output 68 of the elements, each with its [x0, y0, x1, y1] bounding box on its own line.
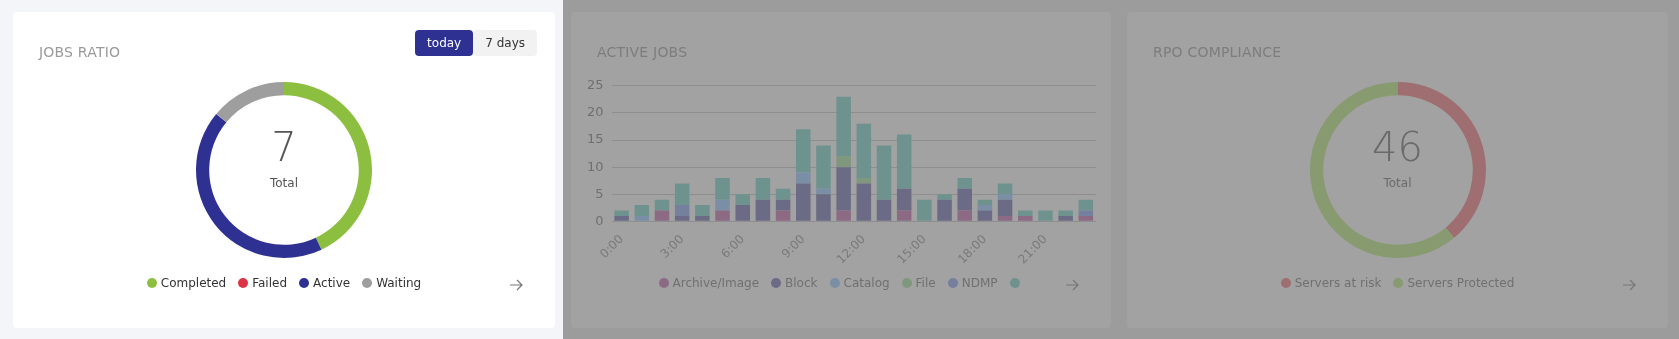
- legend-label: Completed: [159, 276, 227, 290]
- legend-label: Waiting: [375, 276, 422, 290]
- bar: [674, 215, 690, 221]
- bar: [654, 199, 670, 211]
- bar: [755, 177, 771, 200]
- bar: [1058, 210, 1073, 216]
- bar: [1018, 210, 1033, 216]
- bar: [796, 172, 811, 184]
- bar: [654, 210, 670, 221]
- bar: [1078, 199, 1094, 211]
- bar: [816, 145, 831, 189]
- text: today: [415, 30, 474, 56]
- bar: [715, 199, 730, 211]
- legend-label: Active: [312, 276, 351, 290]
- bar: [997, 199, 1013, 216]
- bar: [735, 205, 750, 221]
- bar: [937, 199, 952, 221]
- bar: [735, 194, 750, 206]
- bar: [997, 194, 1013, 200]
- bar: [715, 177, 730, 200]
- bar: [876, 145, 892, 200]
- bar: [816, 188, 831, 195]
- bar: [775, 188, 791, 200]
- bar: [1018, 215, 1033, 221]
- bar: [836, 156, 851, 168]
- bar: [876, 199, 892, 221]
- bar: [695, 215, 710, 221]
- text: 46: [1371, 124, 1424, 170]
- bar: [836, 210, 851, 221]
- text: Total: [269, 176, 299, 190]
- bar: [715, 210, 730, 221]
- bar: [775, 210, 791, 221]
- bar: [957, 177, 972, 189]
- bar: [1058, 215, 1073, 221]
- bar: [957, 210, 972, 221]
- bar: [977, 205, 993, 211]
- bar: [775, 199, 791, 211]
- bar: [856, 123, 872, 178]
- bar: [917, 199, 932, 221]
- legend-label: Failed: [251, 276, 288, 290]
- bar: [896, 188, 912, 211]
- bar: [816, 194, 831, 221]
- bar: [1038, 210, 1053, 221]
- bar: [634, 215, 650, 221]
- bar: [977, 210, 993, 221]
- bar: [796, 129, 811, 173]
- bar: [634, 205, 650, 216]
- bar: [674, 205, 690, 216]
- bar: [755, 199, 771, 221]
- bar: [997, 183, 1013, 195]
- bar: [674, 183, 690, 206]
- text: 7 days: [473, 30, 537, 56]
- bar: [957, 188, 972, 211]
- bar: [937, 194, 952, 200]
- text: Total: [1382, 176, 1413, 190]
- bar: [997, 215, 1013, 221]
- bar: [796, 183, 811, 221]
- bar: [896, 134, 912, 189]
- bar: [856, 183, 872, 221]
- bar: [836, 96, 851, 157]
- bar: [1078, 215, 1094, 221]
- chart-title: JOBS RATIO: [39, 44, 121, 60]
- bar: [695, 205, 710, 216]
- bar: [614, 210, 629, 216]
- bar: [896, 210, 912, 221]
- text: 7: [270, 124, 298, 170]
- bar: [614, 215, 629, 221]
- bar: [836, 167, 851, 211]
